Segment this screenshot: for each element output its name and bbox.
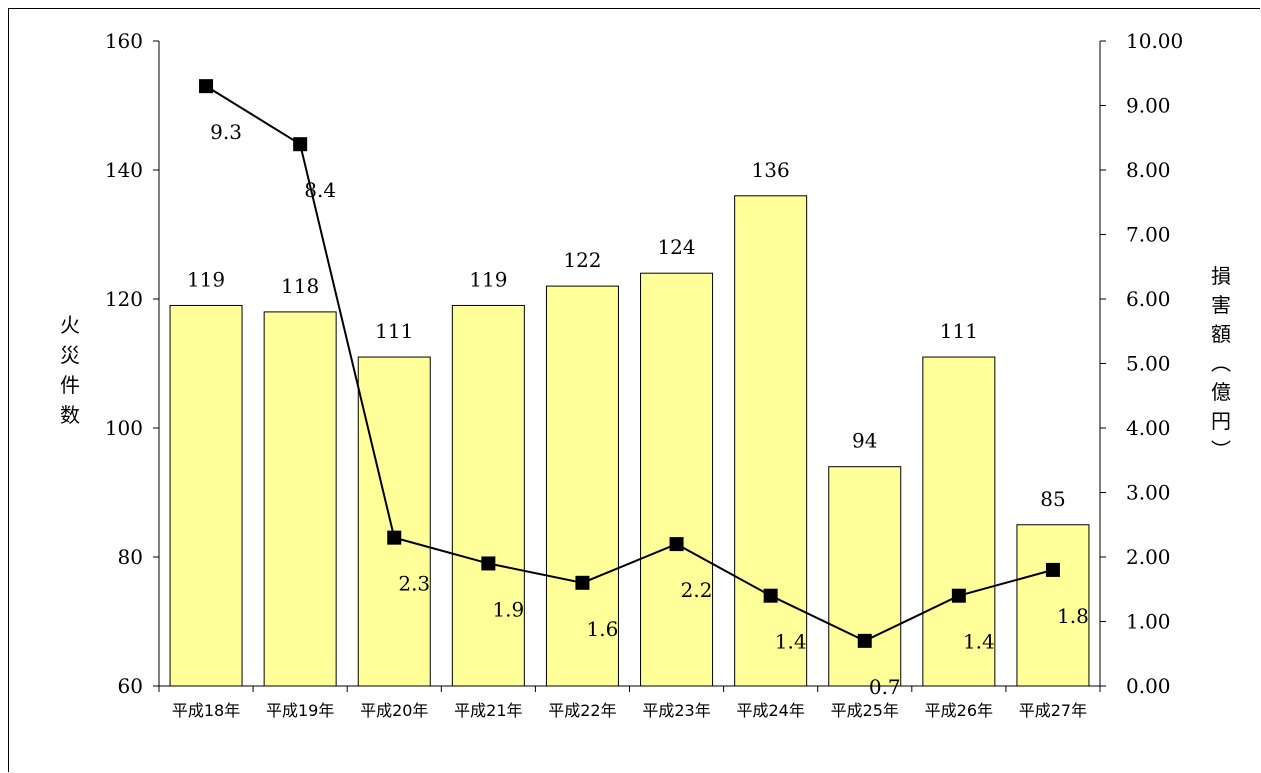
y-left-tick-label: 140 [105,158,143,182]
y-right-title-char: 害 [1211,293,1231,317]
y-right-title-char: 億 [1211,380,1231,404]
y-left-title-char: 災 [60,343,80,367]
y-right-title-char: ︶ [1211,438,1231,462]
x-tick-label: 平成26年 [925,701,993,720]
damage-line [205,85,1054,642]
line-value-label: 1.6 [587,617,619,641]
line-labels: 9.3 8.4 2.3 1.9 1.6 2.2 1.4 0.7 1.4 1.8 [210,120,1089,699]
line-value-label: 2.3 [398,572,430,596]
bar [1016,524,1090,687]
line-marker [293,137,308,152]
line-value-label: 1.4 [775,630,807,654]
y-left-tick-label: 100 [105,416,143,440]
y-right-tick-label: 4.00 [1126,416,1171,440]
line-value-label: 8.4 [304,178,336,202]
y-right-title-char: 額 [1211,322,1231,346]
y-left-tick-label: 160 [105,29,143,53]
bar [734,195,808,687]
y-right-tick-label: 9.00 [1126,94,1171,118]
y-left-title-char: 件 [60,373,80,397]
bar-value-label: 119 [469,267,507,291]
bar-value-label: 94 [852,429,877,453]
line-marker [951,588,966,603]
y-right-tick-label: 3.00 [1126,481,1171,505]
line-marker [199,79,214,94]
x-tick-label: 平成19年 [266,701,334,720]
bar-value-label: 118 [281,274,319,298]
line-value-label: 9.3 [210,120,242,144]
y-right-tick-label: 1.00 [1126,610,1171,634]
bar [169,304,243,687]
bar-value-label: 136 [752,158,790,182]
x-tick-label: 平成24年 [736,701,804,720]
y-left-title-char: 火 [60,313,80,337]
y-left-title-char: 数 [60,403,80,427]
line-value-label: 2.2 [681,578,713,602]
line-value-label: 1.9 [492,597,524,621]
bar-value-label: 85 [1040,487,1065,511]
y-left-title: 火災件数 [60,313,80,427]
line-marker [857,633,872,648]
bar [640,272,714,687]
tick-labels: 60 80 100 120 140 160 0.00 1.00 2.00 3.00 4.00 5.00… [105,29,1183,720]
y-right-title-char: 円 [1211,409,1231,433]
x-tick-label: 平成21年 [454,701,522,720]
y-right-tick-label: 8.00 [1126,158,1171,182]
y-right-title-char: ︵ [1211,351,1231,375]
line-marker [763,588,778,603]
y-right-tick-label: 10.00 [1126,29,1183,53]
line-value-label: 1.4 [963,630,995,654]
y-right-title: 損害額 ︵ 億円 ︶ [1211,264,1231,462]
y-right-tick-label: 2.00 [1126,545,1171,569]
line-series [199,79,1060,648]
bar [263,311,337,687]
bar [828,466,902,687]
line-marker [575,575,590,590]
y-left-tick-label: 60 [118,674,143,698]
bar-value-label: 111 [940,319,978,343]
chart-frame [8,8,1260,772]
y-left-tick-label: 80 [118,545,143,569]
line-marker [669,537,684,552]
bar [357,356,431,687]
y-left-tick-label: 120 [105,287,143,311]
x-tick-label: 平成25年 [831,701,899,720]
bars-series [169,195,1090,687]
y-right-tick-label: 0.00 [1126,674,1171,698]
bar-labels: 119 118 111 119 122 124 136 94 111 85 [187,158,1066,511]
x-tick-label: 平成18年 [172,701,240,720]
line-marker [1045,562,1060,577]
bar [922,356,996,687]
bar [545,285,619,687]
bar-value-label: 119 [187,267,225,291]
line-marker [387,530,402,545]
y-right-tick-label: 7.00 [1126,223,1171,247]
y-right-tick-label: 5.00 [1126,352,1171,376]
line-value-label: 0.7 [869,675,901,699]
axis-titles: 火災件数 損害額 ︵ 億円 ︶ [60,264,1231,462]
line-marker [481,556,496,571]
x-tick-label: 平成23年 [642,701,710,720]
bar-value-label: 111 [375,319,413,343]
line-value-label: 1.8 [1057,604,1089,628]
bar [451,304,525,687]
bar-value-label: 124 [657,235,695,259]
x-tick-label: 平成20年 [360,701,428,720]
bar-value-label: 122 [563,248,601,272]
x-tick-label: 平成22年 [548,701,616,720]
y-right-title-char: 損 [1211,264,1231,288]
y-right-tick-label: 6.00 [1126,287,1171,311]
x-tick-label: 平成27年 [1019,701,1087,720]
